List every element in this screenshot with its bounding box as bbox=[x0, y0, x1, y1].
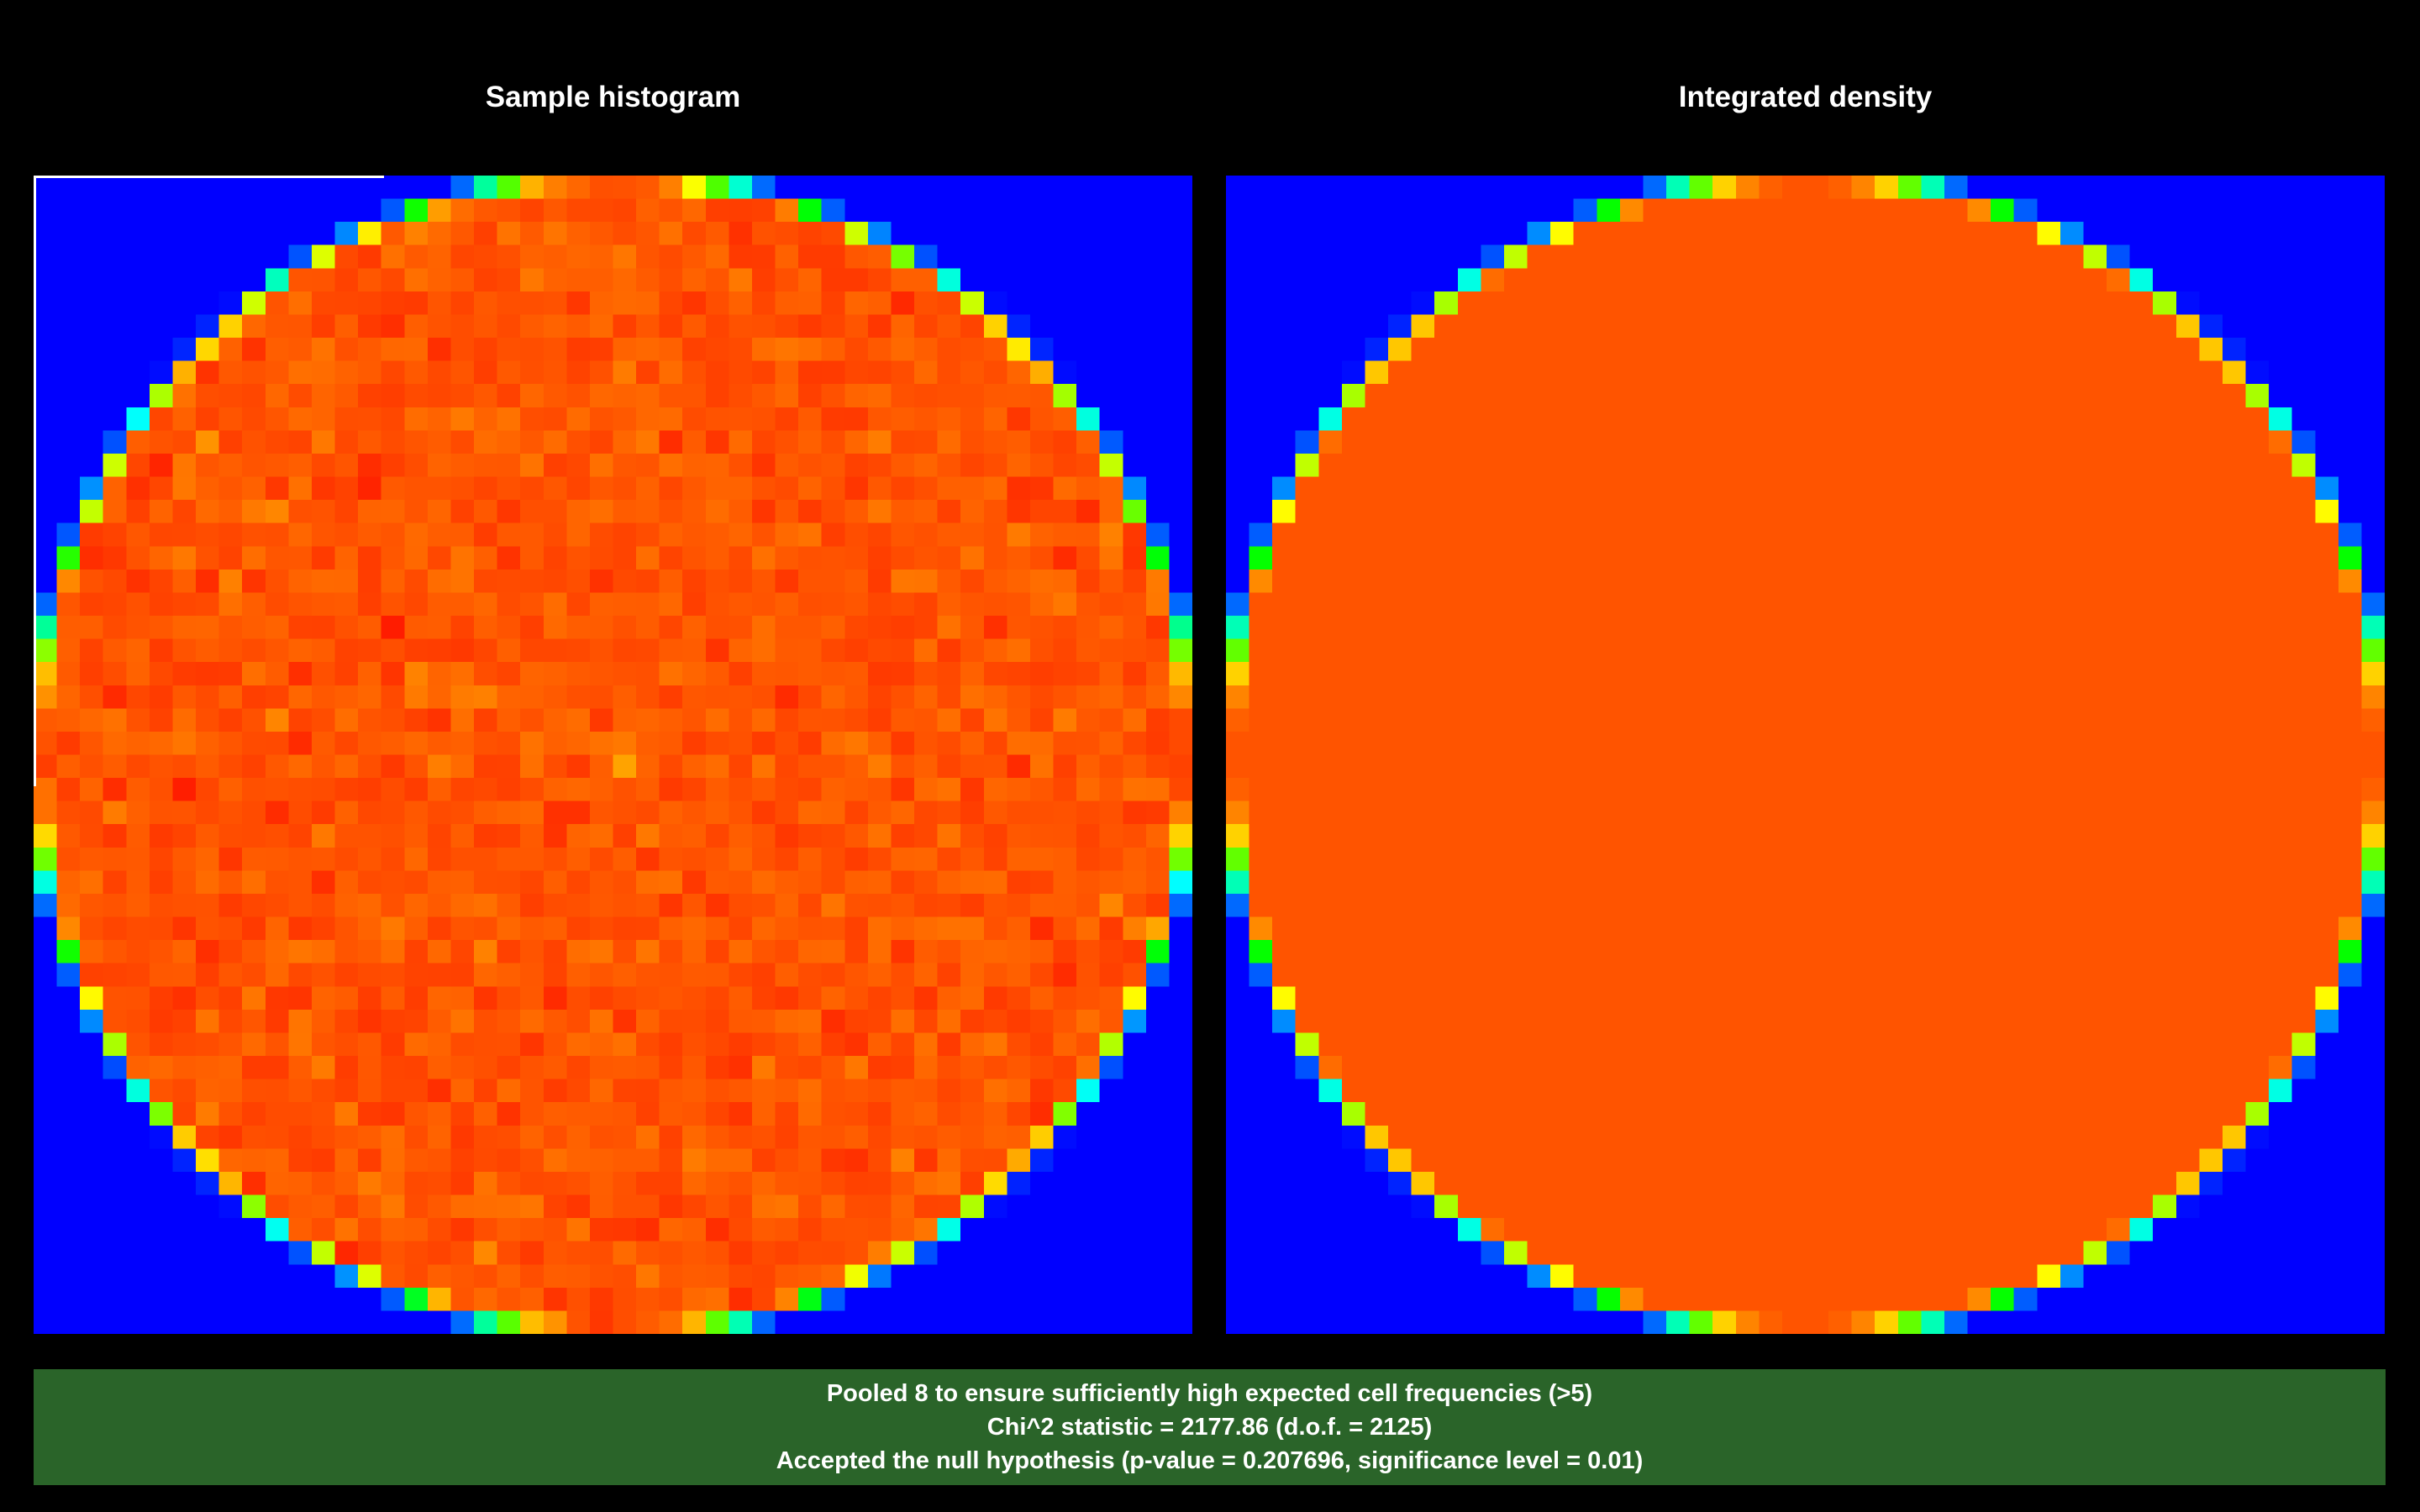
integrated-density-title: Integrated density bbox=[1678, 81, 1933, 113]
sample-histogram-heatmap bbox=[34, 176, 1192, 1334]
status-line-pooled: Pooled 8 to ensure sufficiently high exp… bbox=[826, 1380, 1593, 1407]
integrated-density-heatmap bbox=[1226, 176, 2385, 1334]
test-result-bar: Pooled 8 to ensure sufficiently high exp… bbox=[34, 1369, 2386, 1485]
sample-histogram-title: Sample histogram bbox=[485, 81, 741, 113]
status-line-chi2: Chi^2 statistic = 2177.86 (d.o.f. = 2125… bbox=[986, 1414, 1433, 1441]
status-line-hypothesis: Accepted the null hypothesis (p-value = … bbox=[776, 1447, 1644, 1474]
